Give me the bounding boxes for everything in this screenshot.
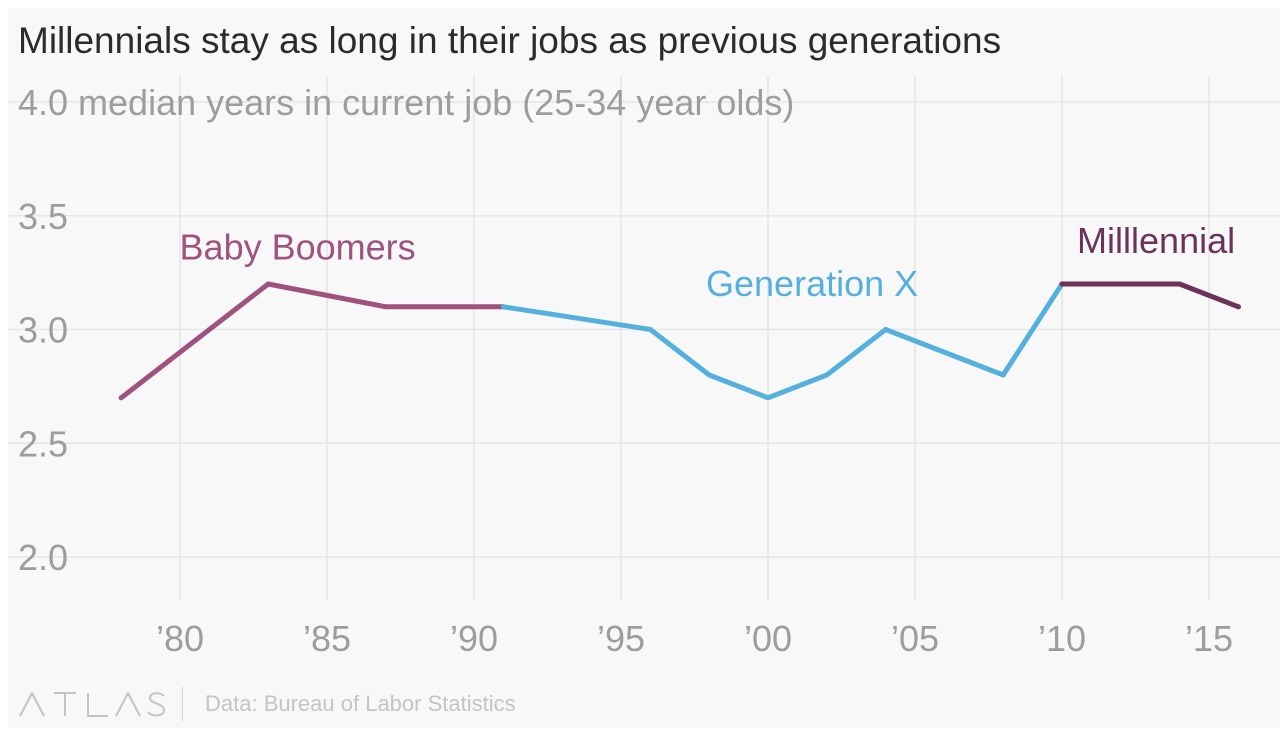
x-tick-label: ’00 <box>744 618 792 659</box>
data-point <box>1059 281 1065 287</box>
series-label: Generation X <box>706 263 918 304</box>
x-tick-label: ’80 <box>156 618 204 659</box>
y-tick-label: 2.0 <box>18 537 68 578</box>
chart-footer: Data: Bureau of Labor Statistics <box>18 686 516 722</box>
data-point <box>1177 281 1183 287</box>
series-line <box>1059 281 1241 310</box>
data-point <box>265 281 271 287</box>
y-tick-label: 3.0 <box>18 310 68 351</box>
footer-divider <box>182 687 183 721</box>
source-note: Data: Bureau of Labor Statistics <box>205 691 516 716</box>
series-line <box>500 281 1065 401</box>
atlas-logo-mark <box>19 690 166 717</box>
x-tick-label: ’85 <box>303 618 351 659</box>
data-point <box>1000 372 1006 378</box>
data-point <box>706 372 712 378</box>
data-point <box>1235 304 1241 310</box>
data-point <box>500 304 506 310</box>
data-point <box>383 304 389 310</box>
chart-card: Millennials stay as long in their jobs a… <box>8 8 1280 728</box>
x-tick-label: ’95 <box>597 618 645 659</box>
y-tick-label: 2.5 <box>18 423 68 464</box>
x-tick-label: ’10 <box>1038 618 1086 659</box>
y-tick-label: 4.0 median years in current job (25-34 y… <box>18 82 794 123</box>
data-point <box>118 395 124 401</box>
data-point <box>883 327 889 332</box>
series-line <box>118 281 506 401</box>
data-point <box>647 327 653 332</box>
atlas-logo <box>18 690 168 718</box>
data-point <box>824 372 830 378</box>
series-label: Baby Boomers <box>180 227 416 268</box>
x-tick-label: ’05 <box>891 618 939 659</box>
chart-title: Millennials stay as long in their jobs a… <box>18 20 1002 61</box>
y-axis-label: median years in current job (25-34 year … <box>68 82 794 123</box>
data-point <box>765 395 771 401</box>
x-tick-label: ’90 <box>450 618 498 659</box>
line-chart: 4.0 median years in current job (25-34 y… <box>8 76 1280 659</box>
y-tick-label: 3.5 <box>18 196 68 237</box>
series-label: Milllennial <box>1077 220 1235 261</box>
x-tick-label: ’15 <box>1185 618 1233 659</box>
